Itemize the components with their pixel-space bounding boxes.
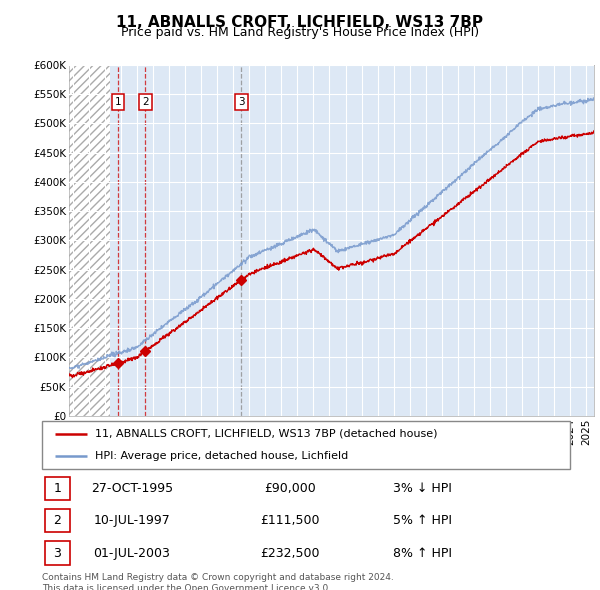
Text: Price paid vs. HM Land Registry's House Price Index (HPI): Price paid vs. HM Land Registry's House … bbox=[121, 26, 479, 39]
Text: 3: 3 bbox=[238, 97, 245, 107]
FancyBboxPatch shape bbox=[44, 509, 70, 532]
Text: 11, ABNALLS CROFT, LICHFIELD, WS13 7BP: 11, ABNALLS CROFT, LICHFIELD, WS13 7BP bbox=[116, 15, 484, 30]
Text: 3% ↓ HPI: 3% ↓ HPI bbox=[393, 481, 452, 495]
Text: £232,500: £232,500 bbox=[260, 546, 320, 560]
Text: Contains HM Land Registry data © Crown copyright and database right 2024.
This d: Contains HM Land Registry data © Crown c… bbox=[42, 573, 394, 590]
FancyBboxPatch shape bbox=[44, 477, 70, 500]
Text: 5% ↑ HPI: 5% ↑ HPI bbox=[392, 514, 452, 527]
Text: £90,000: £90,000 bbox=[264, 481, 316, 495]
Text: 2: 2 bbox=[53, 514, 61, 527]
FancyBboxPatch shape bbox=[42, 421, 570, 469]
Text: 8% ↑ HPI: 8% ↑ HPI bbox=[392, 546, 452, 560]
Text: 01-JUL-2003: 01-JUL-2003 bbox=[94, 546, 170, 560]
FancyBboxPatch shape bbox=[44, 542, 70, 565]
Text: 1: 1 bbox=[115, 97, 122, 107]
Text: 27-OCT-1995: 27-OCT-1995 bbox=[91, 481, 173, 495]
Text: 10-JUL-1997: 10-JUL-1997 bbox=[94, 514, 170, 527]
Text: 2: 2 bbox=[142, 97, 149, 107]
Text: £111,500: £111,500 bbox=[260, 514, 320, 527]
Text: 1: 1 bbox=[53, 481, 61, 495]
Text: 3: 3 bbox=[53, 546, 61, 560]
Text: HPI: Average price, detached house, Lichfield: HPI: Average price, detached house, Lich… bbox=[95, 451, 348, 461]
Text: 11, ABNALLS CROFT, LICHFIELD, WS13 7BP (detached house): 11, ABNALLS CROFT, LICHFIELD, WS13 7BP (… bbox=[95, 429, 437, 439]
